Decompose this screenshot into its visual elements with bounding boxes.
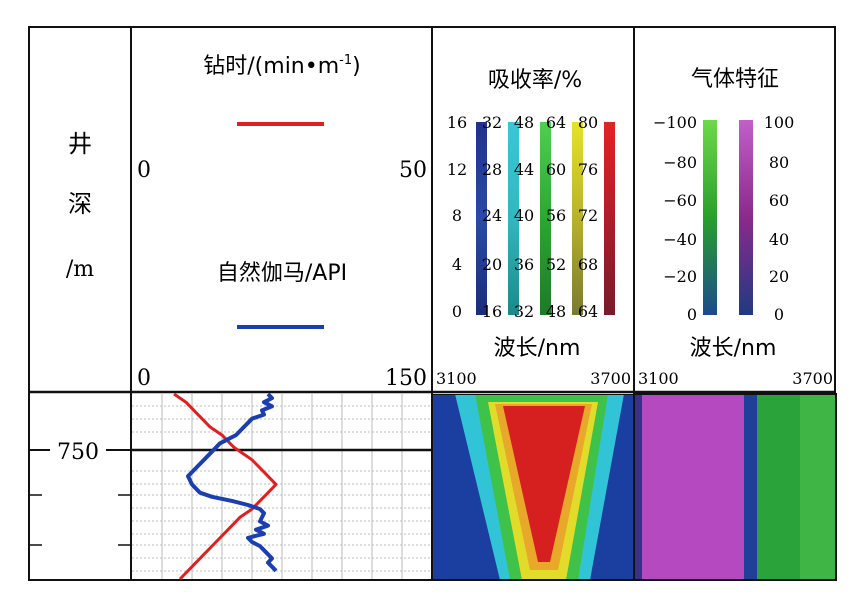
absorbance-scale-label: 32 bbox=[514, 302, 534, 321]
absorbance-scale-bar-5 bbox=[604, 122, 615, 315]
absorbance-scale-label: 16 bbox=[447, 113, 467, 132]
absorbance-title: 吸收率/% bbox=[488, 68, 582, 93]
absorbance-scale-label: 48 bbox=[546, 302, 566, 321]
gamma-scale-min: 0 bbox=[137, 366, 151, 391]
gas-left-scale-label: −100 bbox=[653, 113, 697, 132]
gas-right-scale-label: 0 bbox=[774, 305, 784, 324]
gamma-scale-max: 150 bbox=[385, 366, 427, 391]
absorbance-scale-label: 56 bbox=[546, 206, 566, 225]
depth-label-bg bbox=[50, 437, 106, 463]
absorbance-image bbox=[432, 394, 634, 580]
absorbance-scale-label: 28 bbox=[482, 160, 502, 179]
absorbance-scale-label: 68 bbox=[578, 255, 598, 274]
absorbance-scale-label: 12 bbox=[447, 160, 467, 179]
gas-right-scale-label: 20 bbox=[769, 267, 789, 286]
gas-left-scale-label: −20 bbox=[663, 267, 697, 286]
gas-left-scale-label: 0 bbox=[687, 305, 697, 324]
gas-scale-bar-right bbox=[739, 120, 753, 315]
absorbance-scale-label: 60 bbox=[546, 160, 566, 179]
absorbance-scale-label: 80 bbox=[578, 113, 598, 132]
gas-right-scale-label: 100 bbox=[764, 113, 795, 132]
absorbance-zone-red bbox=[503, 406, 585, 562]
absorbance-scale-label: 40 bbox=[514, 206, 534, 225]
absorbance-scale-label: 32 bbox=[482, 113, 502, 132]
depth-label-char-2: 深 bbox=[68, 190, 92, 218]
absorbance-scale-label: 24 bbox=[482, 206, 502, 225]
absorbance-x-min: 3100 bbox=[436, 369, 477, 388]
absorbance-scale-label: 20 bbox=[482, 255, 502, 274]
gas-xlabel: 波长/nm bbox=[690, 336, 777, 361]
gas-zone-blue-edge bbox=[743, 394, 757, 580]
absorbance-scale-label: 64 bbox=[546, 113, 566, 132]
depth-label-unit: /m bbox=[66, 257, 94, 282]
log-grid bbox=[132, 394, 432, 579]
absorbance-scale-label: 0 bbox=[452, 302, 462, 321]
rop-title: 钻时/(min•m-1) bbox=[203, 53, 360, 79]
absorbance-x-max: 3700 bbox=[590, 369, 631, 388]
absorbance-scale-label: 76 bbox=[578, 160, 598, 179]
absorbance-scale-bar-2 bbox=[508, 122, 519, 315]
gamma-title: 自然伽马/API bbox=[217, 261, 347, 286]
absorbance-scale-bar-3 bbox=[540, 122, 551, 315]
gas-scale-bar-left bbox=[703, 120, 717, 315]
gas-left-scale-label: −60 bbox=[663, 191, 697, 210]
gamma-curve bbox=[186, 392, 278, 573]
gas-zone-magenta bbox=[640, 394, 744, 580]
absorbance-scale-label: 48 bbox=[514, 113, 534, 132]
gas-right-scale-label: 60 bbox=[769, 191, 789, 210]
gas-image-border bbox=[633, 393, 837, 581]
absorbance-scale-label: 52 bbox=[546, 255, 566, 274]
absorbance-scale-label: 44 bbox=[514, 160, 534, 179]
rop-scale-min: 0 bbox=[137, 158, 151, 183]
gas-zone-light-green bbox=[800, 394, 836, 580]
rop-scale-max: 50 bbox=[399, 158, 427, 183]
depth-tick-label: 750 bbox=[57, 440, 99, 465]
absorbance-xlabel: 波长/nm bbox=[494, 336, 581, 361]
gas-x-min: 3100 bbox=[638, 369, 679, 388]
gas-zone-dark-edge bbox=[634, 394, 642, 580]
gas-left-scale-label: −80 bbox=[663, 153, 697, 172]
gas-right-scale-label: 40 bbox=[769, 230, 789, 249]
absorbance-scale-label: 8 bbox=[452, 206, 462, 225]
gas-right-scale-label: 80 bbox=[769, 153, 789, 172]
absorbance-scale-label: 4 bbox=[452, 255, 462, 274]
log-curves bbox=[173, 392, 278, 581]
absorbance-scale-label: 64 bbox=[578, 302, 598, 321]
absorbance-color-scale: 1612840322824201648444036326460565248807… bbox=[447, 113, 615, 321]
gas-color-scale: −100 −80 −60 −40 −20 0 100 80 60 40 20 0 bbox=[653, 113, 794, 324]
absorbance-scale-label: 36 bbox=[514, 255, 534, 274]
gas-x-max: 3700 bbox=[792, 369, 833, 388]
absorbance-scale-bar-1 bbox=[476, 122, 487, 315]
depth-label-char-1: 井 bbox=[68, 130, 92, 158]
gas-left-scale-label: −40 bbox=[663, 230, 697, 249]
absorbance-scale-label: 16 bbox=[482, 302, 502, 321]
gas-image bbox=[633, 393, 837, 581]
rop-curve bbox=[173, 392, 278, 581]
gas-title: 气体特征 bbox=[691, 67, 779, 92]
absorbance-scale-bar-4 bbox=[572, 122, 583, 315]
absorbance-scale-label: 72 bbox=[578, 206, 598, 225]
